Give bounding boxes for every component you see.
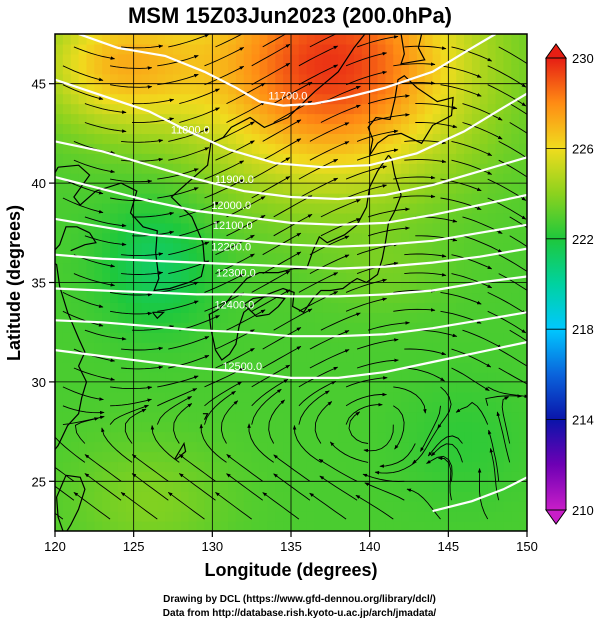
contour-label: 12000.0 (211, 200, 251, 212)
colorbar-top-arrow (545, 43, 567, 59)
x-tick-label: 135 (280, 539, 302, 554)
y-tick-label: 25 (32, 474, 46, 489)
colorbar-tick-label: 218 (572, 322, 594, 337)
colorbar: 210 214 218 222 226 230 (545, 43, 594, 525)
contour-labels: 11700.0 11800.0 11900.0 12000.0 12100.0 12200… (171, 91, 308, 373)
y-axis-label: Latitude (degrees) (4, 205, 24, 361)
x-axis-label: Longitude (degrees) (204, 560, 377, 580)
colorbar-tick-label: 210 (572, 503, 594, 518)
credit-data: Data from http://database.rish.kyoto-u.a… (162, 608, 437, 619)
y-tick-label: 30 (32, 375, 46, 390)
x-tick-label: 140 (359, 539, 381, 554)
x-tick-label: 130 (201, 539, 223, 554)
y-tick-label: 35 (32, 276, 46, 291)
colorbar-bottom-arrow (545, 509, 567, 525)
colorbar-tick-label: 222 (572, 232, 594, 247)
x-tick-label: 120 (44, 539, 66, 554)
height-contours (55, 34, 527, 513)
y-tick-label: 40 (32, 176, 46, 191)
y-tick-label: 45 (32, 77, 46, 92)
chart-title: MSM 15Z03Jun2023 (200.0hPa) (128, 3, 452, 28)
contour-label: 12100.0 (213, 220, 253, 232)
contour-label: 11900.0 (215, 174, 254, 186)
contour-label: 12500.0 (222, 361, 262, 373)
gridlines (55, 34, 527, 531)
colorbar-tick-label: 226 (572, 141, 594, 156)
colorbar-body (545, 57, 567, 511)
contour-label: 11800.0 (171, 124, 210, 136)
colorbar-tick-label: 230 (572, 51, 594, 66)
contour-label: 12200.0 (211, 242, 251, 254)
credit-drawing: Drawing by DCL (https://www.gfd-dennou.o… (163, 594, 436, 605)
x-tick-label: 145 (437, 539, 459, 554)
contour-label: 12400.0 (215, 299, 255, 311)
contour-label: 12300.0 (216, 268, 256, 280)
contour-label: 11700.0 (268, 91, 307, 103)
x-axis: 120 125 130 135 140 145 150 (44, 531, 538, 554)
x-tick-label: 150 (516, 539, 538, 554)
colorbar-tick-label: 214 (572, 413, 594, 428)
streamlines (55, 34, 527, 520)
y-axis: 25 30 35 40 45 (32, 77, 55, 489)
x-tick-label: 125 (123, 539, 145, 554)
